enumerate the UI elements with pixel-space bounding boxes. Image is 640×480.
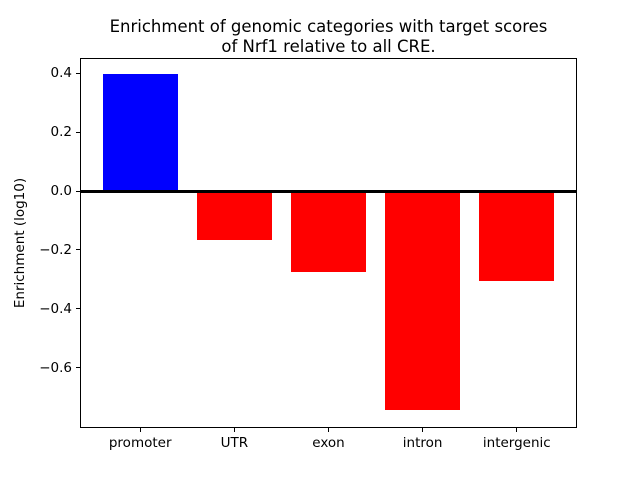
- y-tick-label: −0.4: [39, 300, 72, 317]
- x-tick-label-promoter: promoter: [108, 435, 172, 451]
- x-tick-mark: [422, 428, 424, 432]
- y-tick-label: −0.2: [39, 241, 72, 258]
- y-tick-label: −0.6: [39, 359, 72, 376]
- y-tick-mark: [76, 72, 80, 74]
- x-tick-label-intron: intron: [402, 435, 443, 451]
- y-tick-mark: [76, 131, 80, 133]
- bar-exon: [290, 191, 367, 273]
- zero-baseline: [80, 189, 577, 193]
- y-tick-mark: [76, 190, 80, 192]
- chart-title-line-1: Enrichment of genomic categories with ta…: [109, 17, 548, 36]
- x-tick-mark: [328, 428, 329, 432]
- y-tick-label: 0.0: [50, 183, 72, 199]
- chart-title: Enrichment of genomic categories with ta…: [80, 17, 577, 57]
- bar-intergenic: [479, 191, 555, 281]
- y-tick-label: 0.2: [50, 124, 72, 140]
- bar-intron: [385, 191, 461, 410]
- y-tick-mark: [76, 249, 80, 251]
- y-tick-mark: [76, 308, 80, 310]
- x-tick-mark: [233, 428, 235, 432]
- x-tick-mark: [516, 428, 518, 432]
- bar-promoter: [102, 73, 178, 191]
- x-tick-label-UTR: UTR: [220, 435, 249, 451]
- chart-title-line-2: of Nrf1 relative to all CRE.: [221, 37, 436, 56]
- x-tick-mark: [139, 428, 141, 432]
- x-tick-label-exon: exon: [312, 435, 345, 451]
- y-tick-mark: [76, 367, 80, 369]
- x-tick-label-intergenic: intergenic: [482, 435, 551, 451]
- bar-UTR: [196, 191, 272, 240]
- y-tick-label: 0.4: [50, 65, 72, 81]
